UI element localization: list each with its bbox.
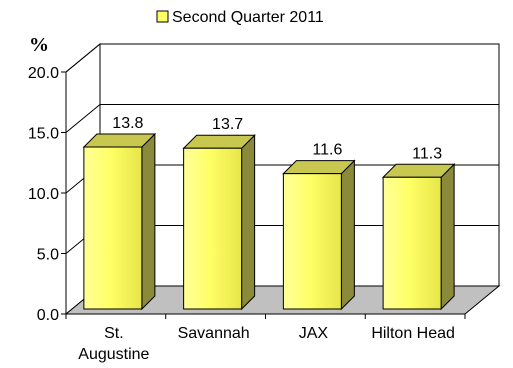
bar	[282, 159, 356, 311]
legend: Second Quarter 2011	[156, 9, 324, 26]
x-tick-label: Hilton Head	[371, 325, 455, 342]
bar-side	[141, 132, 156, 311]
bar-top	[82, 133, 157, 148]
axes: St. Augustine Savannah JAX Hilton Head 0.0 5.0…	[28, 65, 466, 363]
y-tick-label: 15.0	[28, 126, 59, 143]
x-tick-label: Augustine	[78, 346, 149, 363]
data-label: 11.6	[312, 142, 342, 159]
bar-front	[282, 173, 342, 310]
bars: 13.8 13.7 11.6 11.3	[82, 115, 456, 311]
data-label: 11.3	[412, 145, 442, 162]
bar-top	[381, 163, 456, 178]
x-tick-label: St.	[104, 325, 124, 342]
y-tick-label: 20.0	[28, 65, 59, 82]
bar	[381, 163, 456, 311]
bar-top	[282, 160, 356, 175]
bar-side	[340, 159, 355, 311]
data-label: 13.7	[212, 116, 243, 133]
bar	[82, 132, 157, 311]
y-tick-label: 10.0	[28, 186, 59, 203]
bar	[182, 134, 256, 311]
gridline-side	[65, 43, 101, 73]
y-tick-label: 0.0	[37, 307, 59, 324]
legend-swatch	[156, 10, 169, 23]
x-tick-label: JAX	[299, 325, 329, 342]
bar-side	[440, 163, 455, 311]
bar-side	[241, 134, 256, 311]
bar-front	[183, 147, 243, 310]
gridline-side	[65, 104, 101, 133]
y-axis-label: %	[29, 34, 49, 56]
bar-top	[182, 134, 256, 149]
bar-front	[83, 146, 143, 310]
y-tick-label: 5.0	[37, 247, 59, 264]
data-label: 13.8	[112, 115, 143, 132]
bar-front	[382, 176, 442, 310]
legend-label: Second Quarter 2011	[172, 9, 324, 26]
x-tick-label: Savannah	[178, 325, 250, 342]
